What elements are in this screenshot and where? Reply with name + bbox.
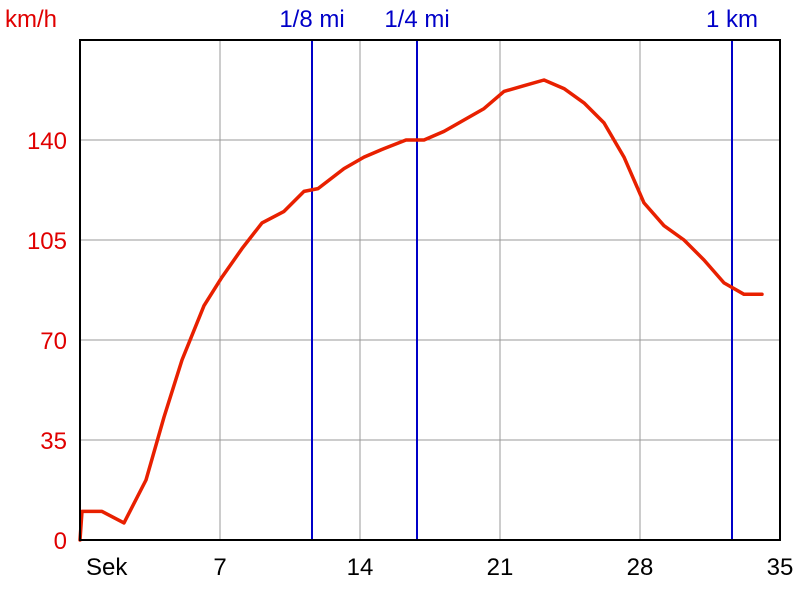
plot-frame (79, 39, 781, 541)
series-line-0 (78, 78, 764, 542)
y-tick-label-70: 70 (40, 328, 67, 355)
marker-label-2: 1 km (706, 6, 758, 33)
grid-lines (80, 40, 780, 540)
y-tick-label-140: 140 (27, 128, 67, 155)
y-tick-label-0: 0 (54, 528, 67, 555)
x-tick-label-21: 21 (487, 554, 514, 581)
series-group (78, 78, 764, 542)
marker-label-1: 1/4 mi (384, 6, 449, 33)
marker-label-0: 1/8 mi (279, 6, 344, 33)
x-tick-label-7: 7 (213, 554, 226, 581)
x-axis-label: Sek (86, 554, 128, 581)
x-tick-labels: 7 14 21 28 35 (213, 554, 793, 581)
x-tick-label-14: 14 (347, 554, 374, 581)
x-tick-label-35: 35 (767, 554, 794, 581)
distance-markers: 1/8 mi 1/4 mi 1 km (279, 6, 758, 540)
y-tick-labels: 0 35 70 105 140 (27, 128, 67, 555)
y-tick-label-105: 105 (27, 228, 67, 255)
y-tick-label-35: 35 (40, 428, 67, 455)
y-axis-unit-label: km/h (5, 6, 57, 33)
x-tick-label-28: 28 (627, 554, 654, 581)
